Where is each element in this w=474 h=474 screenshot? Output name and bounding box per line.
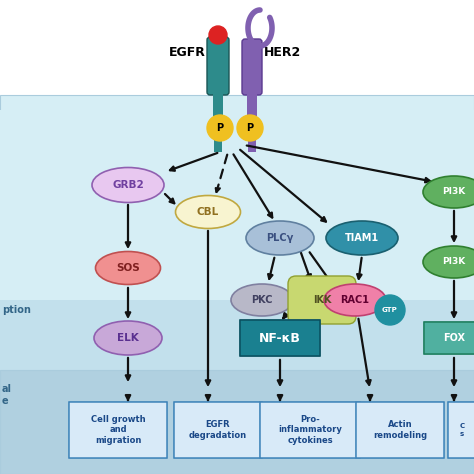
Text: TIAM1: TIAM1: [345, 233, 379, 243]
Text: EGFR: EGFR: [169, 46, 206, 58]
Ellipse shape: [231, 284, 293, 316]
Text: HER2: HER2: [264, 46, 301, 58]
FancyBboxPatch shape: [448, 402, 474, 458]
FancyBboxPatch shape: [69, 402, 167, 458]
Bar: [0, 300, 474, 390]
Ellipse shape: [423, 176, 474, 208]
Ellipse shape: [326, 221, 398, 255]
Text: NF-κB: NF-κB: [259, 331, 301, 345]
Circle shape: [375, 295, 405, 325]
Bar: [0, 370, 474, 474]
Ellipse shape: [92, 167, 164, 202]
Text: C
s: C s: [459, 423, 465, 437]
Ellipse shape: [94, 321, 162, 355]
Text: Cell growth
and
migration: Cell growth and migration: [91, 415, 146, 445]
Text: PI3K: PI3K: [442, 188, 465, 197]
Text: Actin
remodeling: Actin remodeling: [373, 420, 427, 440]
Ellipse shape: [423, 246, 474, 278]
Text: ELK: ELK: [117, 333, 139, 343]
Bar: [214, 140, 222, 152]
Text: IKK: IKK: [313, 295, 331, 305]
Text: GTP: GTP: [382, 307, 398, 313]
FancyBboxPatch shape: [260, 402, 360, 458]
Bar: [0, 110, 474, 330]
Text: RAC1: RAC1: [340, 295, 370, 305]
Bar: [248, 140, 256, 152]
Text: Pro-
inflammatory
cytokines: Pro- inflammatory cytokines: [278, 415, 342, 445]
Bar: [247, 90, 257, 118]
FancyBboxPatch shape: [288, 276, 356, 324]
Text: PI3K: PI3K: [442, 257, 465, 266]
Text: FOX: FOX: [443, 333, 465, 343]
FancyBboxPatch shape: [242, 39, 262, 95]
Circle shape: [207, 115, 233, 141]
Circle shape: [237, 115, 263, 141]
Ellipse shape: [324, 284, 386, 316]
Ellipse shape: [246, 221, 314, 255]
FancyBboxPatch shape: [207, 37, 229, 95]
Ellipse shape: [175, 195, 240, 228]
Text: EGFR
degradation: EGFR degradation: [189, 420, 247, 440]
FancyBboxPatch shape: [174, 402, 262, 458]
FancyBboxPatch shape: [424, 322, 474, 354]
FancyBboxPatch shape: [356, 402, 444, 458]
Text: GRB2: GRB2: [112, 180, 144, 190]
Ellipse shape: [95, 252, 161, 284]
Text: P: P: [246, 123, 254, 133]
Text: al
e: al e: [2, 384, 12, 406]
Bar: [0, 0, 474, 100]
FancyBboxPatch shape: [240, 320, 320, 356]
Circle shape: [209, 26, 227, 44]
Bar: [0, 95, 474, 113]
Text: PLCγ: PLCγ: [266, 233, 294, 243]
Text: SOS: SOS: [116, 263, 140, 273]
Text: PKC: PKC: [251, 295, 273, 305]
Bar: [213, 90, 223, 118]
Text: CBL: CBL: [197, 207, 219, 217]
Text: ption: ption: [2, 305, 31, 315]
Text: P: P: [217, 123, 224, 133]
